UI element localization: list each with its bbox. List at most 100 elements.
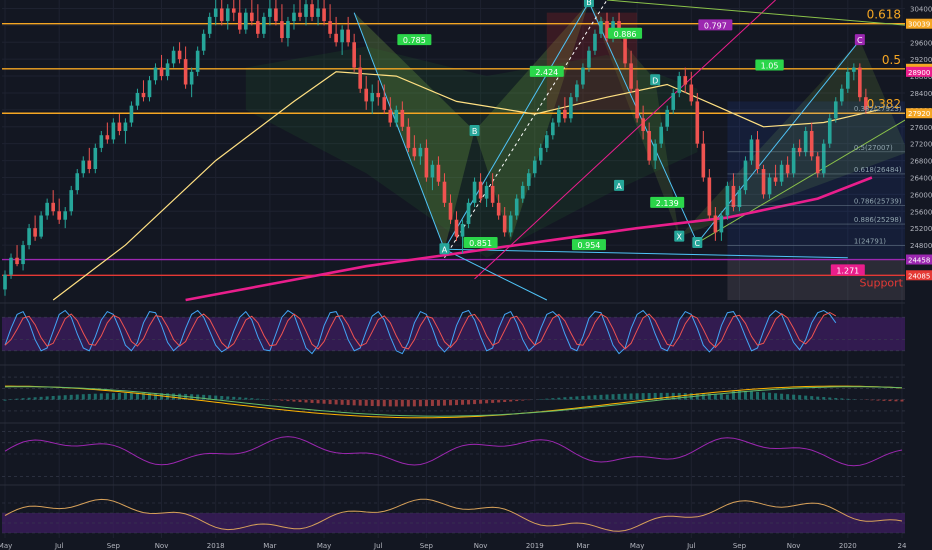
candle-body [286,21,290,39]
macd-hist-bar [45,396,49,400]
candle [274,0,278,26]
candle [334,16,338,47]
pattern-point-box [674,230,685,242]
candle [731,173,736,212]
candle-body [864,97,868,110]
candle-body [629,63,633,89]
candle [256,4,260,39]
macd-hist-bar [99,393,103,400]
candle [69,185,74,216]
macd-hist-bar [521,399,525,401]
candle [219,0,224,26]
candle-body [827,118,832,144]
candle-body [846,71,850,89]
pattern-triangle-3 [588,2,680,237]
candle [63,207,68,229]
time-tick-label: 2018 [207,542,225,550]
macd-hist-bar [334,399,338,405]
candle [304,0,308,26]
ratio-label: 2.139 [650,196,685,208]
macd-hist-bar [316,399,320,404]
candle-body [334,33,338,43]
candle-body [593,33,597,51]
ratio-label-box [755,59,784,71]
candle-body [57,211,61,220]
pattern-zones [245,2,909,300]
macd-hist-bar [707,393,711,400]
macd-hist-bar [382,399,386,407]
macd-hist-bar [430,399,434,407]
candle-body [484,185,489,199]
candle-body [225,8,230,22]
candle-body [195,50,200,72]
macd-hist-bar [605,394,609,400]
ratio-label-text: 2.139 [656,199,679,208]
price-tick-label: 29600 [910,39,932,47]
macd-hist-bar [569,396,573,400]
time-tick-label: May [0,542,12,550]
macd-hist-bar [786,394,790,400]
pattern-point-B: B [583,0,594,7]
pattern-point-text: B [472,127,478,136]
candle [725,181,730,220]
candle [382,84,387,115]
price-tag-box [906,66,932,77]
candle [292,4,296,30]
macd-hist-bar [900,399,904,402]
candle-body [358,67,362,89]
ratio-label-box [529,65,564,77]
candle [852,63,856,81]
rsi-line [4,498,903,532]
candle-body [153,67,158,81]
candle [743,156,748,195]
candle [147,76,152,102]
ratio-label-text: 0.886 [614,30,637,39]
candle [605,12,609,43]
macd-hist-bar [154,393,158,400]
candle-body [538,147,543,161]
candle [87,147,92,174]
fib-level-label: 0.5 [882,53,901,67]
candle [581,63,585,89]
candle [123,118,128,144]
macd-hist-bar [870,399,874,401]
macd-hist-bar [129,392,133,400]
fib-level-label: 0.618 [867,8,901,22]
time-tick-label: Nov [787,542,801,550]
time-tick-label: Mar [576,542,589,550]
candle-body [27,228,31,246]
candle [75,169,80,195]
candle [189,67,194,98]
candle [448,194,453,224]
macd-hist-bar [178,393,182,400]
price-tick-label: 27600 [910,124,932,132]
candle-body [165,63,170,77]
ratio-label-text: 0.797 [704,21,727,30]
candle-body [502,215,507,233]
price-axis[interactable]: 24800 25200 25600 26000 26400 26800 27200 27600… [905,0,932,550]
macd-hist-bar [81,394,85,400]
price-tick-label: 25600 [910,208,932,216]
candle-body [436,164,441,182]
candle [797,139,802,157]
macd-hist-bar [743,391,747,400]
candle-body [737,190,742,208]
candle [346,16,350,47]
macd-hist-bar [509,399,513,402]
macd-hist-bar [418,399,422,407]
candle-body [605,21,609,39]
candle-body [364,88,369,102]
price-tick-label: 27200 [910,141,932,149]
candle-body [45,202,49,216]
time-axis[interactable]: May Jul Sep Nov 2018 Mar May Jul Sep Nov 2019 Mar Ma… [0,538,932,550]
macd-hist-bar [575,396,579,400]
macd-hist-bar [611,394,615,400]
candle-body [117,122,122,131]
candle-body [599,21,603,34]
macd-hist-bar [250,398,254,400]
macd-hist-bar [846,398,850,400]
candle-body [147,80,152,98]
macd-hist-bar [479,399,483,404]
candle [280,4,284,43]
